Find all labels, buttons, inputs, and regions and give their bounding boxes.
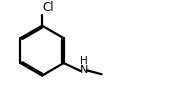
Text: N: N xyxy=(80,65,88,75)
Text: H: H xyxy=(80,56,88,66)
Text: Cl: Cl xyxy=(43,1,54,14)
